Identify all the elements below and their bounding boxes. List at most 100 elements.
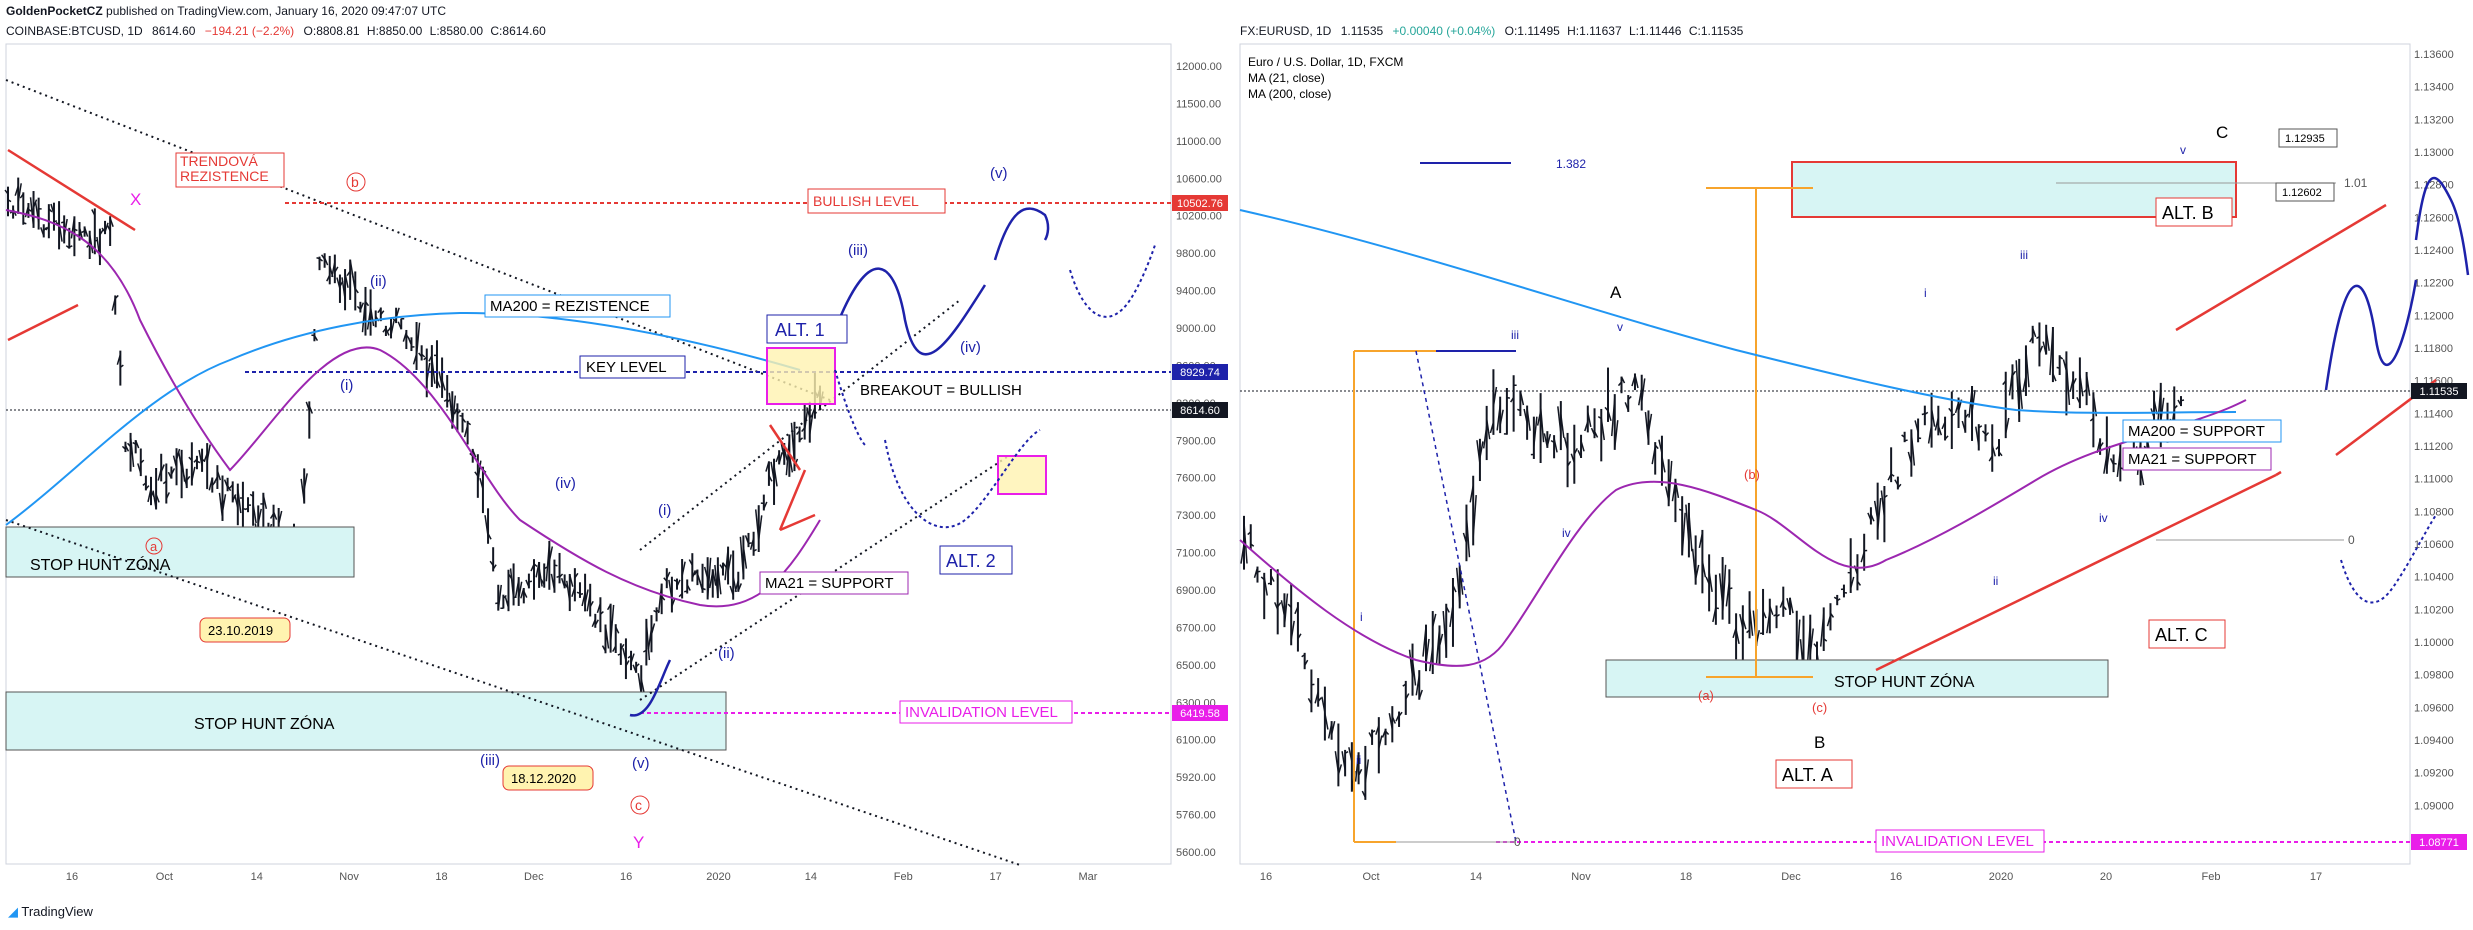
price-bar-open — [1476, 440, 1481, 465]
btc-chart[interactable]: 12000.00 11500.00 11000.00 10600.00 10200.00… — [0, 0, 1236, 930]
price-bar-open — [1691, 548, 1697, 580]
y-tick-label: 6500.00 — [1176, 660, 1216, 672]
price-bar-close — [2180, 399, 2185, 402]
price-bar-open — [668, 579, 673, 600]
price-bar-open — [177, 451, 183, 469]
price-bar-close — [1405, 693, 1410, 700]
btc-stop-hunt-zone-2 — [5, 691, 727, 751]
eur-alt-c-label: ALT. C — [2155, 625, 2208, 645]
price-bar-close — [2113, 462, 2117, 465]
price-bar-close — [237, 488, 242, 514]
y-tick-label: 6700.00 — [1176, 622, 1216, 634]
price-bar-open — [116, 354, 122, 365]
price-bar-open — [1631, 375, 1636, 387]
btc-date-label-1-box — [199, 617, 291, 643]
price-bar-open — [269, 513, 275, 519]
eur-ma200-line — [1239, 209, 2237, 414]
price-bar-open — [162, 480, 167, 485]
eur-alt-b-label: ALT. B — [2162, 203, 2214, 223]
price-bar-close — [2079, 374, 2084, 397]
btc-wave-sub-v: (v) — [990, 165, 1008, 182]
price-bar-open — [509, 568, 515, 599]
author-name[interactable]: GoldenPocketCZ — [6, 4, 103, 18]
price-bar-open — [366, 308, 372, 330]
y-tick-label: 11500.00 — [1176, 98, 1221, 110]
price-bar-open — [1334, 751, 1340, 774]
x-tick-label: 14 — [1470, 871, 1482, 883]
price-bar-open — [2076, 397, 2081, 404]
price-bar-open — [2022, 376, 2027, 393]
price-bar-open — [1415, 675, 1421, 696]
price-bar-close — [119, 364, 124, 368]
price-bar-close — [579, 593, 584, 596]
eur-legend-ma21[interactable]: MA (21, close) — [1248, 71, 1325, 85]
price-bar-close — [691, 570, 697, 579]
btc-breakout-label: BREAKOUT = BULLISH — [860, 382, 1022, 399]
btc-key-level-label: KEY LEVEL — [586, 359, 667, 376]
btc-symbol-line: COINBASE:BTCUSD, 1D 8614.60 −194.21 (−2.… — [6, 24, 546, 38]
eur-symbol[interactable]: FX:EURUSD, 1D — [1240, 24, 1332, 38]
price-bar-close — [1904, 439, 1908, 442]
price-bar-open — [1664, 486, 1670, 501]
price-bar-close — [1782, 605, 1787, 611]
price-bar-open — [34, 202, 40, 223]
price-bar-close — [1600, 418, 1606, 441]
x-tick-label: 16 — [66, 871, 78, 883]
eur-ma200-label-box — [2122, 419, 2282, 443]
eur-close: C:1.11535 — [1688, 24, 1744, 38]
price-bar-close — [753, 548, 757, 552]
price-bar-close — [630, 653, 635, 664]
price-bar-open — [2109, 458, 2115, 466]
price-bar-close — [395, 307, 400, 318]
price-bar-close — [1991, 445, 1996, 457]
btc-wave-c-circle — [630, 795, 650, 815]
price-bar-open — [1826, 614, 1832, 627]
price-bar-close — [83, 227, 89, 237]
btc-stop-hunt-label-1: STOP HUNT ZÓNA — [30, 555, 171, 574]
price-bar-close — [1701, 560, 1707, 578]
eur-wave-v-2: v — [2180, 143, 2186, 157]
btc-alt1-box — [766, 347, 836, 405]
price-bar-open — [188, 456, 193, 461]
eur-legend-ma200[interactable]: MA (200, close) — [1248, 87, 1331, 101]
price-bar-close — [319, 258, 323, 262]
price-bar-open — [1773, 613, 1777, 617]
eur-fib-0: 0 — [2348, 533, 2355, 547]
price-bar-close — [589, 600, 594, 608]
price-bar-open — [714, 564, 719, 597]
price-bar-open — [1833, 596, 1838, 600]
price-bar-close — [1748, 606, 1754, 636]
price-bar-close — [145, 485, 150, 490]
eur-chart[interactable]: 1.13600 1.13400 1.13200 1.13000 1.12800 1.126… — [1236, 0, 2473, 930]
btc-red-resistance — [7, 148, 136, 232]
price-bar-close — [53, 220, 58, 223]
price-bar-open — [663, 577, 668, 582]
price-bar-open — [193, 458, 198, 463]
price-bar-close — [1924, 411, 1929, 416]
tradingview-logo[interactable]: ◢ TradingView — [8, 904, 93, 920]
eur-invalidation-label: INVALIDATION LEVEL — [1881, 833, 2034, 850]
y-tick-label: 11000.00 — [1176, 136, 1221, 148]
price-bar-close — [2065, 361, 2071, 405]
price-bar-open — [495, 602, 499, 605]
price-bar-open — [1348, 747, 1353, 762]
x-tick-label: 14 — [251, 871, 263, 883]
price-bar-open — [2049, 326, 2054, 376]
price-bar-open — [1941, 421, 1946, 430]
y-tick-label: 1.12000 — [2414, 310, 2454, 322]
price-bar-open — [591, 619, 596, 628]
eur-projection-alt-b — [2414, 176, 2470, 276]
eur-change: +0.00040 (+0.04%) — [1392, 24, 1496, 38]
price-bar-open — [1597, 416, 1602, 420]
price-bar-close — [2038, 345, 2044, 354]
eur-last-price: 1.11535 — [1340, 24, 1384, 38]
price-bar-close — [1849, 576, 1855, 589]
price-bar-close — [28, 208, 32, 212]
y-tick-label: 1.12800 — [2414, 180, 2454, 192]
btc-symbol[interactable]: COINBASE:BTCUSD, 1D — [6, 24, 143, 38]
price-bar-open — [361, 298, 367, 333]
y-tick-label: 1.12200 — [2414, 278, 2454, 290]
eur-wave-ii-2: ii — [1993, 574, 1998, 588]
price-bar-open — [1510, 397, 1515, 403]
y-tick-label: 9800.00 — [1176, 248, 1216, 260]
